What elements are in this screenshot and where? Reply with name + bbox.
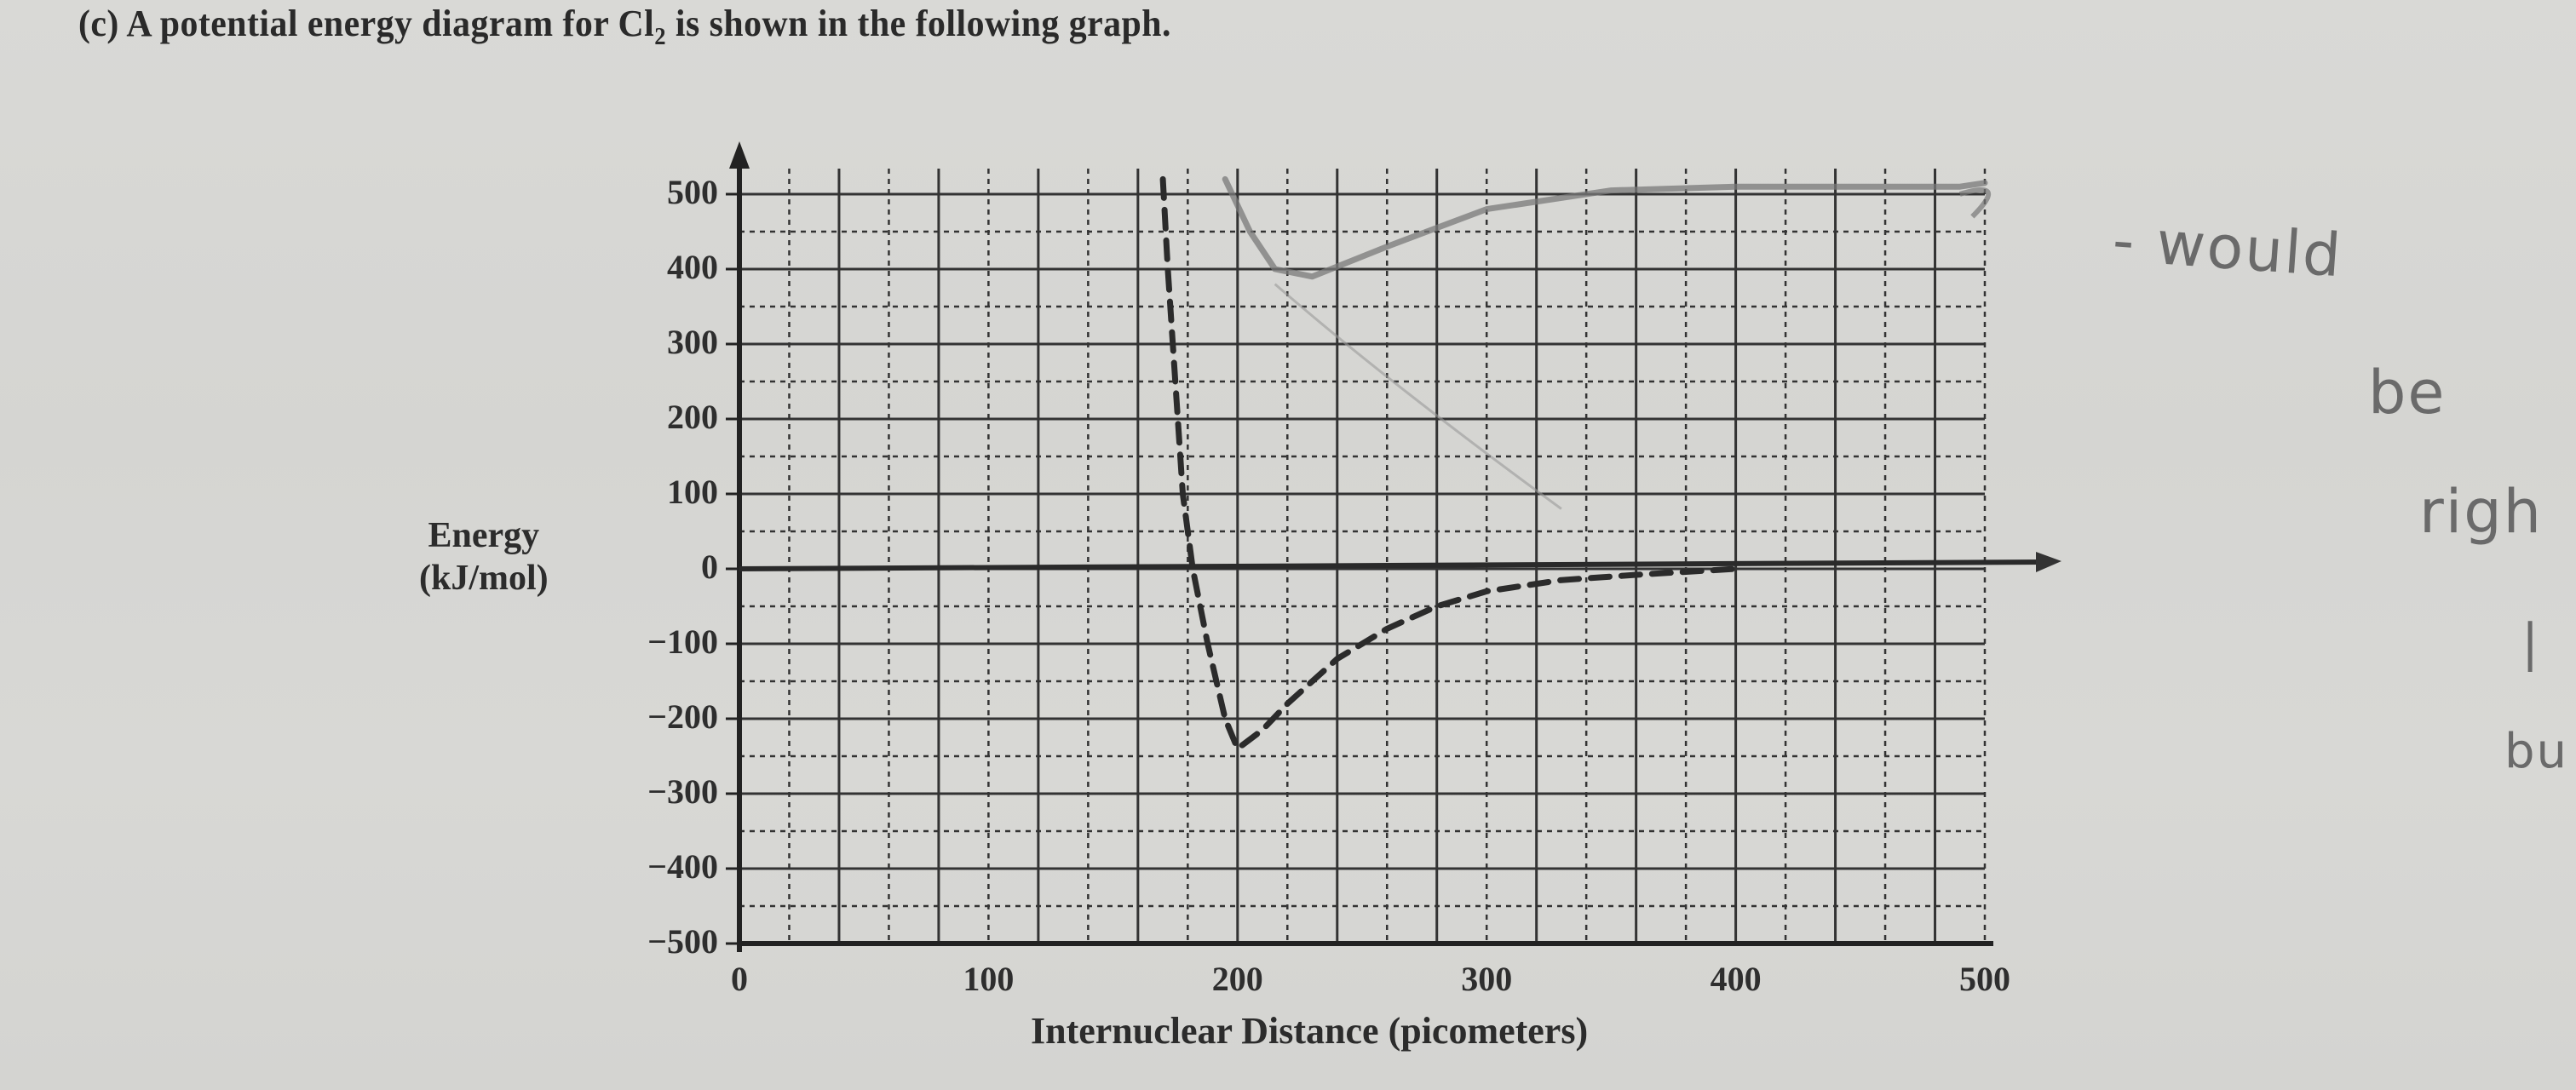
pencil-sketch-curve: [1222, 175, 1988, 280]
handwritten-note-line3: righ: [2419, 477, 2544, 547]
y-tick-label: 500: [667, 173, 718, 211]
x-tick-label: 200: [1211, 960, 1263, 998]
y-tick-label: 200: [667, 398, 718, 436]
y-tick-label: 0: [701, 548, 718, 586]
x-tick-label: 300: [1461, 960, 1513, 998]
y-tick-label: −200: [647, 697, 718, 736]
chart-axes: [726, 141, 2061, 952]
question-prefix: (c) A potential energy diagram for Cl: [78, 3, 655, 44]
question-suffix: is shown in the following graph.: [665, 3, 1171, 44]
y-tick-label: 400: [667, 248, 718, 286]
x-tick-label: 400: [1710, 960, 1762, 998]
handwritten-note-line4: |: [2521, 613, 2541, 673]
x-tick-label: 100: [963, 960, 1015, 998]
y-axis-label: Energy (kJ/mol): [419, 514, 549, 600]
y-tick-label: 300: [667, 323, 718, 361]
handwritten-note-line5: bu: [2504, 724, 2569, 779]
y-axis-label-line1: Energy: [428, 516, 540, 555]
question-text: (c) A potential energy diagram for Cl2 i…: [78, 2, 1171, 51]
y-tick-label: −500: [647, 922, 718, 961]
printed-energy-curve: [1159, 175, 1739, 752]
chart-curves: [1159, 175, 1992, 752]
x-axis-label: Internuclear Distance (picometers): [1031, 1010, 1589, 1052]
y-tick-label: −300: [647, 772, 718, 811]
x-tick-label: 500: [1959, 960, 2010, 998]
pencil-faint-line: [1274, 283, 1562, 510]
chart-grid: [739, 169, 1987, 945]
y-tick-label: −100: [647, 622, 718, 661]
y-tick-label: 100: [667, 473, 718, 511]
y-tick-label: −400: [647, 847, 718, 886]
handwritten-note-line2: be: [2368, 358, 2447, 427]
x-tick-label: 0: [731, 960, 748, 998]
y-axis-label-line2: (kJ/mol): [419, 559, 549, 598]
pencil-hook: [1958, 186, 1992, 219]
question-subscript: 2: [654, 23, 666, 50]
